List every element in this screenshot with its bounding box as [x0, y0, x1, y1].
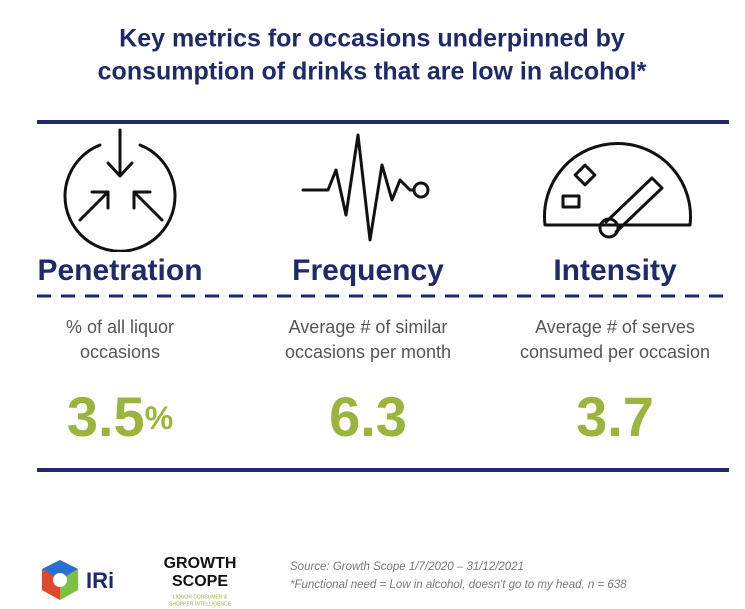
metrics: Penetration % of all liquor occasions 3.5% F… [20, 252, 715, 448]
metric-name: Frequency [292, 254, 444, 287]
title: consumption of drinks that are low in al… [98, 58, 647, 86]
metric-value: 6.3 [329, 385, 407, 448]
logo-text: SCOPE [172, 573, 228, 590]
name-background [20, 252, 220, 292]
name-background [268, 252, 468, 292]
logo-text: IRi [86, 568, 114, 593]
value: 6.3 [329, 385, 407, 448]
metric-description: % of all liquor [66, 317, 174, 337]
iri-logo: IRi [42, 560, 114, 600]
metric-description: Average # of serves [535, 317, 695, 337]
metric-name: Intensity [553, 254, 677, 287]
name-background [515, 252, 715, 292]
logo-text: GROWTH [164, 555, 237, 572]
metric-description: occasions [80, 342, 160, 362]
logo-text: SHOPPER INTELLIGENCE [169, 601, 232, 607]
metric-description: Average # of similar [289, 317, 448, 337]
footnote: *Functional need = Low in alcohol, doesn… [290, 579, 627, 591]
value: 3.7 [576, 385, 654, 448]
source: Source: Growth Scope 1/7/2020 – 31/12/20… [290, 561, 524, 573]
metric-name: Penetration [37, 254, 202, 287]
metric-description: consumed per occasion [520, 342, 710, 362]
frequency-icon [301, 133, 430, 242]
value: 3.5 [67, 385, 145, 448]
intensity-icon [543, 142, 692, 239]
metric-value: 3.5% [67, 385, 173, 448]
title: Key metrics for occasions underpinned by [119, 25, 625, 53]
metric-value: 3.7 [576, 385, 654, 448]
penetration-icon [63, 128, 177, 253]
unit: % [145, 400, 173, 436]
logo-text: LIQUOR CONSUMER & [173, 594, 228, 600]
metric-description: occasions per month [285, 342, 451, 362]
growth-scope-logo: GROWTH SCOPE LIQUOR CONSUMER & SHOPPER I… [164, 555, 237, 607]
